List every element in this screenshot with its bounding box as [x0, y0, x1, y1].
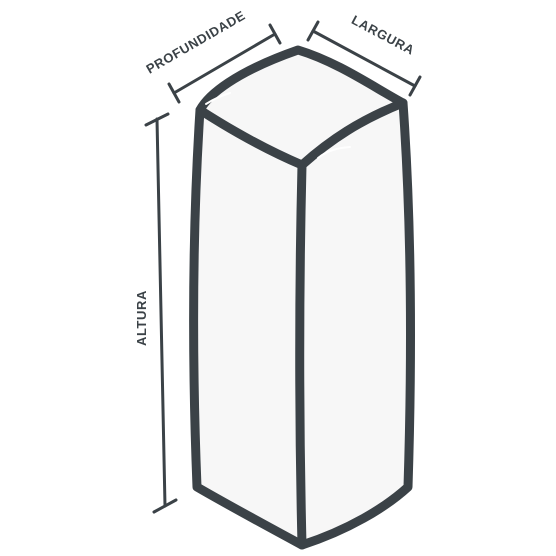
box-right-face	[299, 103, 411, 545]
depth-dimension-line	[172, 32, 277, 95]
box-front-vertical-edge	[295, 160, 307, 550]
box-top-crease-right	[317, 146, 351, 159]
height-dimension: ALTURA	[134, 112, 178, 514]
width-label: LARGURA	[349, 12, 417, 58]
rectangular-box-icon	[189, 45, 416, 550]
width-dimension-tick-start	[306, 20, 320, 42]
width-dimension-line	[311, 29, 417, 88]
height-dimension-tick-start	[144, 112, 170, 127]
box-top-left-edge	[195, 105, 307, 170]
height-dimension-line	[155, 117, 167, 508]
height-dimension-tick-end	[152, 498, 178, 514]
box-top-crease-left	[205, 92, 231, 105]
box-left-face	[193, 110, 302, 545]
depth-label: PROFUNDIDADE	[144, 8, 248, 77]
depth-dimension-tick-start	[167, 82, 181, 104]
depth-dimension-tick-end	[268, 23, 282, 45]
box-top-right-edge	[297, 98, 408, 170]
height-label: ALTURA	[134, 290, 149, 346]
box-outline	[189, 45, 416, 550]
width-dimension-tick-end	[408, 75, 422, 97]
